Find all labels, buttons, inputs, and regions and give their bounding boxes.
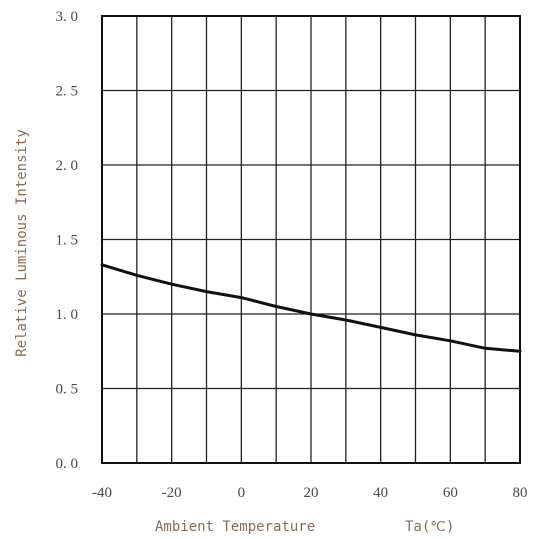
y-tick-label: 0. 5 [56,382,79,398]
plot-frame [101,15,521,464]
y-tick-label: 0. 0 [56,456,79,472]
y-tick-label: 2. 5 [56,84,79,100]
series-layer [100,263,522,353]
x-tick-label: -20 [162,485,182,501]
x-tick-label: 60 [443,485,458,501]
x-tick-label: 20 [304,485,319,501]
y-tick-label: 1. 0 [56,307,79,323]
y-tick-labels: 0. 0 0. 5 1. 0 1. 5 2. 0 2. 5 3. 0 [56,9,79,472]
x-axis-label: Ambient Temperature [155,519,315,535]
x-tick-labels: -40 -20 0 20 40 60 80 [92,485,528,501]
x-tick-label: -40 [92,485,112,501]
x-tick-label: 80 [513,485,528,501]
y-tick-label: 1. 5 [56,233,79,249]
series-line [100,263,522,353]
x-tick-label: 0 [238,485,246,501]
y-axis-label: Relative Luminous Intensity [14,129,30,357]
x-tick-label: 40 [373,485,388,501]
y-tick-label: 3. 0 [56,9,79,25]
y-tick-label: 2. 0 [56,158,79,174]
plot-border [101,15,521,464]
grid-layer [101,15,521,464]
x-axis-unit: Ta(℃) [405,519,454,535]
